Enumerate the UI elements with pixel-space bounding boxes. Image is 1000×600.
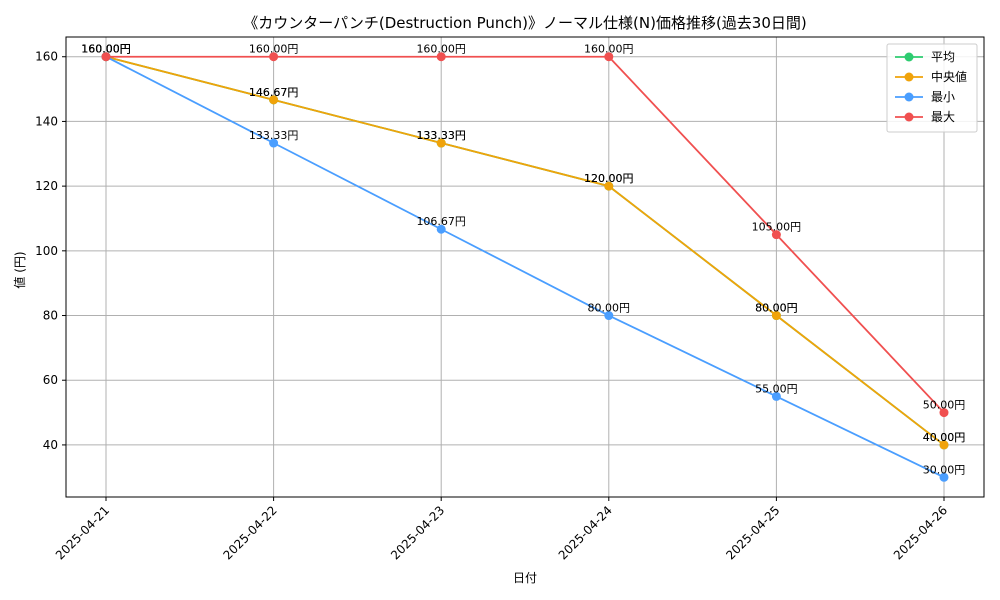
data-label: 80.00円 [588, 302, 631, 315]
data-point [269, 52, 279, 62]
series-layer [101, 52, 949, 482]
data-point [939, 440, 949, 450]
data-label: 133.33円 [249, 129, 299, 142]
x-axis-label: 日付 [513, 571, 537, 585]
legend-marker [904, 92, 914, 102]
x-tick-label: 2025-04-24 [556, 503, 615, 562]
data-point [939, 472, 949, 482]
y-tick-label: 100 [35, 244, 58, 258]
legend-marker [904, 72, 914, 82]
y-tick-label: 60 [43, 373, 58, 387]
data-point [939, 408, 949, 418]
data-label: 160.00円 [416, 43, 466, 56]
legend-box [886, 43, 978, 133]
grid-lines [66, 37, 984, 497]
data-point [269, 95, 279, 105]
legend-label: 最大 [931, 110, 955, 124]
data-label: 133.33円 [416, 129, 466, 142]
y-tick-label: 160 [35, 50, 58, 64]
data-point [771, 391, 781, 401]
data-label: 40.00円 [923, 431, 966, 444]
data-label: 160.00円 [249, 43, 299, 56]
legend-label: 中央値 [931, 69, 967, 84]
y-tick-label: 40 [43, 438, 58, 452]
data-label: 105.00円 [752, 221, 802, 234]
data-point [604, 181, 614, 191]
legend-marker [904, 52, 914, 62]
data-label: 120.00円 [584, 172, 634, 185]
data-point [771, 230, 781, 240]
data-point [604, 311, 614, 321]
data-point [604, 52, 614, 62]
data-point [436, 52, 446, 62]
data-label: 160.00円 [81, 43, 131, 56]
data-label: 106.67円 [416, 215, 466, 228]
legend-marker [904, 112, 914, 122]
x-tick-label: 2025-04-23 [388, 503, 447, 562]
data-point [771, 311, 781, 321]
series-line [105, 55, 945, 446]
x-tick-label: 2025-04-26 [891, 503, 950, 562]
data-label: 80.00円 [755, 302, 798, 315]
data-point [269, 138, 279, 148]
y-tick-label: 140 [35, 114, 58, 128]
data-point [436, 224, 446, 234]
y-axis-label: 値 (円) [12, 251, 27, 288]
data-label: 55.00円 [755, 382, 798, 395]
series-line [105, 55, 945, 479]
y-tick-label: 120 [35, 179, 58, 193]
x-tick-label: 2025-04-21 [53, 503, 112, 562]
data-labels-layer: 160.00円 146.67円 133.33円 120.00円 80.00円 40.00円… [81, 43, 965, 477]
plot-frame [65, 36, 985, 498]
series-line [106, 55, 945, 414]
data-label: 120.00円 [584, 172, 634, 185]
data-label: 80.00円 [755, 302, 798, 315]
data-label: 30.00円 [923, 463, 966, 476]
data-label: 160.00円 [584, 43, 634, 56]
data-label: 146.67円 [249, 86, 299, 99]
x-tick-label: 2025-04-25 [723, 503, 782, 562]
data-label: 160.00円 [81, 43, 131, 56]
data-label: 160.00円 [81, 43, 131, 56]
data-point [101, 52, 111, 62]
data-label: 40.00円 [923, 431, 966, 444]
legend-label: 最小 [931, 90, 955, 104]
legend-label: 平均 [931, 50, 955, 64]
data-label: 160.00円 [81, 43, 131, 56]
y-tick-label: 80 [43, 309, 58, 323]
axis-ticks: 40 60 80 100 120 140 160 2025-04-21 2025-04-22 20… [35, 50, 950, 563]
data-label: 146.67円 [249, 86, 299, 99]
data-point [436, 138, 446, 148]
data-label: 50.00円 [923, 399, 966, 412]
data-label: 133.33円 [416, 129, 466, 142]
chart-title: 《カウンターパンチ(Destruction Punch)》ノーマル仕様(N)価格… [243, 14, 806, 32]
x-tick-label: 2025-04-22 [221, 503, 280, 562]
